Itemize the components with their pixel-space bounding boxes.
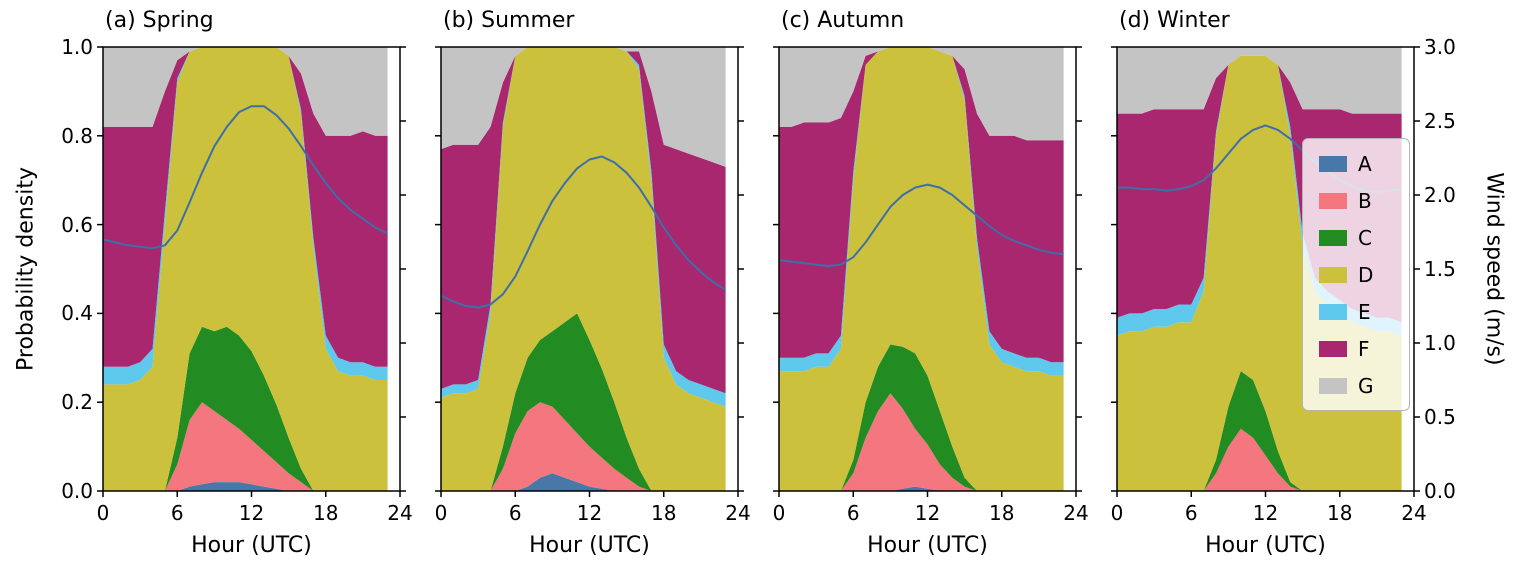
x-axis-label-panel-c: Hour (UTC)	[867, 533, 988, 558]
band-B-panel-b	[441, 402, 726, 491]
x-tick-label: 24	[725, 501, 751, 525]
legend-entry-F: F	[1319, 335, 1393, 362]
y-tick-label: 0.2	[61, 390, 93, 415]
band-C-panel-a	[103, 326, 388, 491]
band-A-panel-c	[779, 486, 1064, 491]
x-tick-label: 18	[1327, 501, 1353, 525]
x-tick-label: 24	[1401, 501, 1427, 525]
band-C-panel-c	[779, 344, 1064, 491]
x-tick-label: 18	[989, 501, 1015, 525]
x-axis-label-panel-a: Hour (UTC)	[191, 533, 312, 558]
band-C-panel-d	[1117, 371, 1402, 491]
x-tick-label: 18	[313, 501, 339, 525]
band-B-panel-c	[779, 393, 1064, 491]
y-tick-label: 0.8	[61, 123, 93, 148]
band-G-panel-d	[1117, 47, 1402, 114]
wind-tick-label: 1.0	[1424, 331, 1456, 355]
band-B-panel-d	[1117, 428, 1402, 491]
legend-label-A: A	[1358, 151, 1372, 176]
wind-tick-label: 0.5	[1424, 405, 1456, 429]
band-C-panel-b	[441, 313, 726, 491]
wind-speed-line-panel-a	[102, 105, 389, 250]
y-axis-label-wind-speed: Wind speed (m/s)	[1481, 172, 1507, 366]
band-G-panel-a	[103, 47, 388, 136]
y-axis-label-probability: Probability density	[13, 167, 39, 371]
legend-entry-E: E	[1319, 298, 1393, 325]
x-tick-label: 0	[434, 501, 448, 525]
x-tick-label: 12	[576, 501, 603, 525]
panel-title-a: (a) Spring	[105, 8, 214, 33]
wind-tick-label: 2.5	[1424, 109, 1456, 133]
band-G-panel-c	[779, 47, 1064, 141]
legend-label-G: G	[1358, 373, 1374, 398]
y-tick-label: 0.4	[61, 301, 93, 326]
band-F-panel-a	[103, 47, 388, 367]
x-tick-label: 12	[238, 501, 265, 525]
panel-title-d: (d) Winter	[1119, 8, 1230, 33]
x-tick-label: 24	[387, 501, 413, 525]
band-A-panel-a	[103, 482, 388, 491]
y-tick-label: 0.0	[61, 479, 93, 503]
x-tick-label: 6	[508, 501, 522, 525]
x-tick-label: 6	[170, 501, 184, 525]
legend-swatch-C	[1319, 229, 1347, 246]
band-F-panel-c	[779, 47, 1064, 363]
band-A-panel-b	[441, 473, 726, 491]
x-tick-label: 12	[914, 501, 941, 525]
legend-swatch-B	[1319, 192, 1347, 209]
panel-title-b: (b) Summer	[443, 8, 575, 33]
x-tick-label: 6	[1184, 501, 1198, 525]
x-axis-label-panel-d: Hour (UTC)	[1205, 533, 1326, 558]
legend-swatch-A	[1319, 155, 1347, 172]
wind-tick-label: 1.5	[1424, 257, 1456, 281]
legend-entry-A: A	[1319, 150, 1393, 177]
legend-swatch-F	[1319, 340, 1347, 357]
panel-title-c: (c) Autumn	[781, 8, 905, 33]
legend-entry-G: G	[1319, 372, 1393, 399]
legend-swatch-D	[1319, 266, 1347, 283]
y-tick-label: 0.6	[61, 212, 93, 237]
band-G-panel-b	[441, 47, 726, 167]
legend-swatch-E	[1319, 303, 1347, 320]
legend-label-F: F	[1358, 336, 1370, 361]
band-D-panel-c	[779, 47, 1064, 491]
wind-tick-label: 2.0	[1424, 183, 1456, 207]
x-tick-label: 0	[1110, 501, 1124, 525]
legend-label-B: B	[1358, 188, 1372, 213]
wind-tick-label: 0.0	[1424, 479, 1456, 503]
x-tick-label: 24	[1063, 501, 1089, 525]
x-tick-label: 18	[651, 501, 677, 525]
legend-label-E: E	[1358, 299, 1371, 324]
band-F-panel-b	[441, 47, 726, 394]
band-D-panel-b	[441, 47, 726, 491]
wind-speed-line-panel-c	[778, 183, 1064, 267]
legend-label-D: D	[1358, 262, 1374, 287]
y-tick-label: 1.0	[61, 35, 93, 59]
x-tick-label: 6	[846, 501, 860, 525]
band-D-panel-a	[103, 47, 388, 491]
wind-tick-label: 3.0	[1424, 35, 1456, 59]
x-tick-label: 0	[772, 501, 786, 525]
legend-entry-C: C	[1319, 224, 1393, 251]
legend-label-C: C	[1358, 225, 1372, 250]
legend-entry-B: B	[1319, 187, 1393, 214]
wind-speed-line-panel-b	[440, 155, 727, 309]
x-tick-label: 0	[96, 501, 110, 525]
x-axis-label-panel-b: Hour (UTC)	[529, 533, 650, 558]
legend-swatch-G	[1319, 377, 1347, 394]
band-B-panel-a	[103, 402, 388, 491]
legend-entry-D: D	[1319, 261, 1393, 288]
x-tick-label: 12	[1252, 501, 1279, 525]
